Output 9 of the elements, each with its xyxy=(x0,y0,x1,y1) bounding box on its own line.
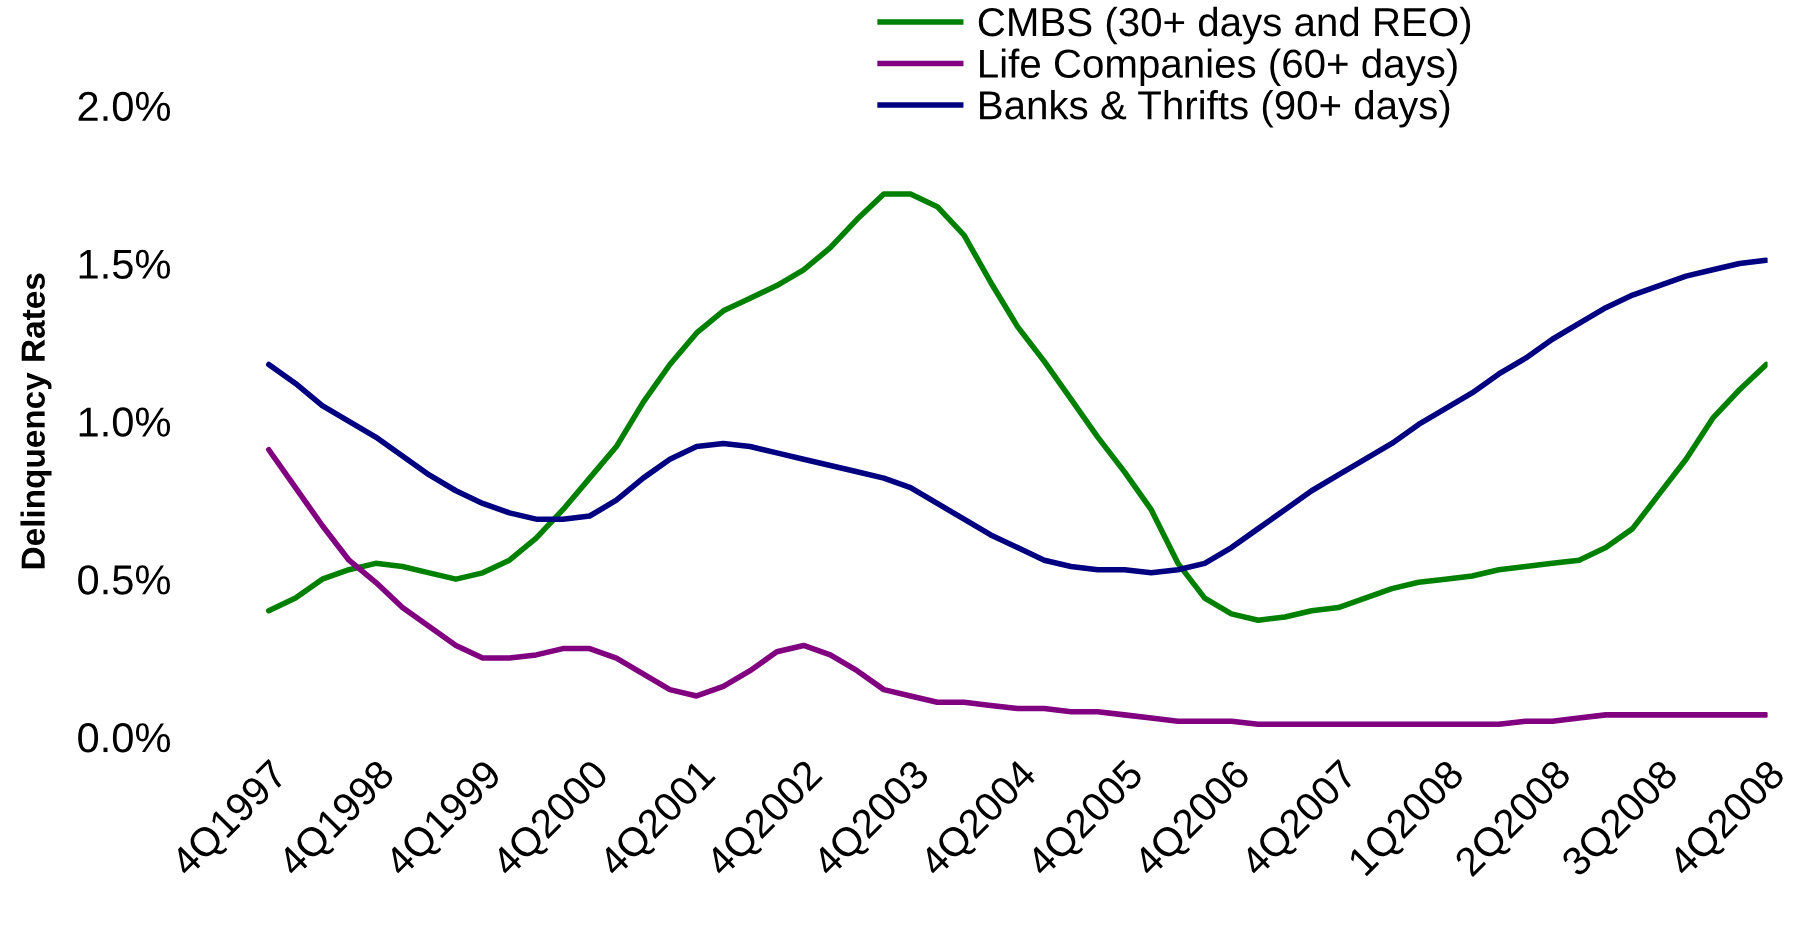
legend-label: CMBS (30+ days and REO) xyxy=(978,6,1471,45)
y-tick-label: 1.5% xyxy=(79,249,171,280)
y-tick-label: 1.0% xyxy=(79,407,171,437)
legend-label: Banks & Thrifts (90+ days) xyxy=(980,89,1450,128)
y-axis-title: Delinquency Rates xyxy=(20,273,52,569)
y-tick-label: 0.5% xyxy=(78,565,171,595)
legend-label: Life Companies (60+ days) xyxy=(980,48,1457,86)
y-tick-label: 0.0% xyxy=(78,722,171,753)
y-tick-label: 2.0% xyxy=(78,91,171,122)
